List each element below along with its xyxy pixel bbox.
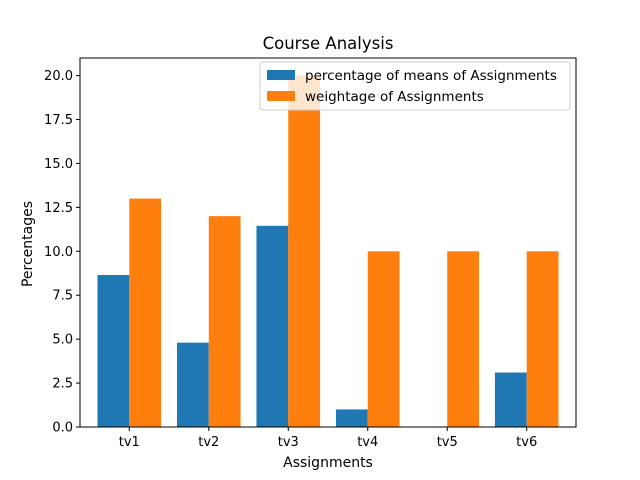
legend-swatch	[267, 70, 295, 80]
y-tick-label: 10.0	[44, 245, 73, 260]
y-axis-ticks: 0.0 2.5 5.0 7.5 10.0 12.5 15.0 17.5 20.0	[44, 69, 80, 436]
y-tick-label: 0.0	[52, 421, 73, 436]
x-tick-label: tv1	[119, 435, 140, 450]
bar-series2-tv2	[208, 216, 241, 427]
legend: percentage of means of Assignments weight…	[259, 61, 571, 111]
y-tick-label: 7.5	[52, 289, 73, 304]
y-tick-label: 15.0	[44, 157, 73, 172]
bar-series2-tv6	[526, 251, 559, 427]
x-tick-label: tv4	[357, 435, 378, 450]
bars-group	[97, 75, 559, 427]
x-tick-label: tv2	[198, 435, 219, 450]
y-tick-label: 17.5	[44, 113, 73, 128]
legend-swatch	[267, 91, 295, 101]
y-tick-label: 2.5	[52, 377, 73, 392]
bar-series1-tv2	[176, 342, 209, 427]
bar-series2-tv4	[367, 251, 400, 427]
bar-series2-tv1	[129, 198, 162, 427]
bar-series1-tv6	[494, 372, 527, 427]
bar-series1-tv1	[97, 275, 130, 427]
x-tick-label: tv5	[437, 435, 458, 450]
bar-series2-tv5	[447, 251, 480, 427]
y-axis-label: Percentages	[20, 201, 36, 287]
legend-label: weightage of Assignments	[305, 89, 484, 105]
x-axis-ticks: tv1 tv2 tv3 tv4 tv5 tv6	[119, 427, 537, 450]
legend-label: percentage of means of Assignments	[305, 68, 557, 84]
legend-frame	[259, 61, 571, 111]
x-tick-label: tv6	[516, 435, 537, 450]
y-tick-label: 12.5	[44, 201, 73, 216]
y-tick-label: 20.0	[44, 69, 73, 84]
x-tick-label: tv3	[278, 435, 299, 450]
bar-series1-tv3	[256, 225, 289, 427]
plot-frame	[79, 57, 577, 428]
bar-series2-tv3	[288, 75, 321, 427]
bar-series1-tv4	[335, 409, 368, 427]
chart-title: Course Analysis	[263, 34, 394, 53]
y-tick-label: 5.0	[52, 333, 73, 348]
x-axis-label: Assignments	[283, 455, 373, 471]
